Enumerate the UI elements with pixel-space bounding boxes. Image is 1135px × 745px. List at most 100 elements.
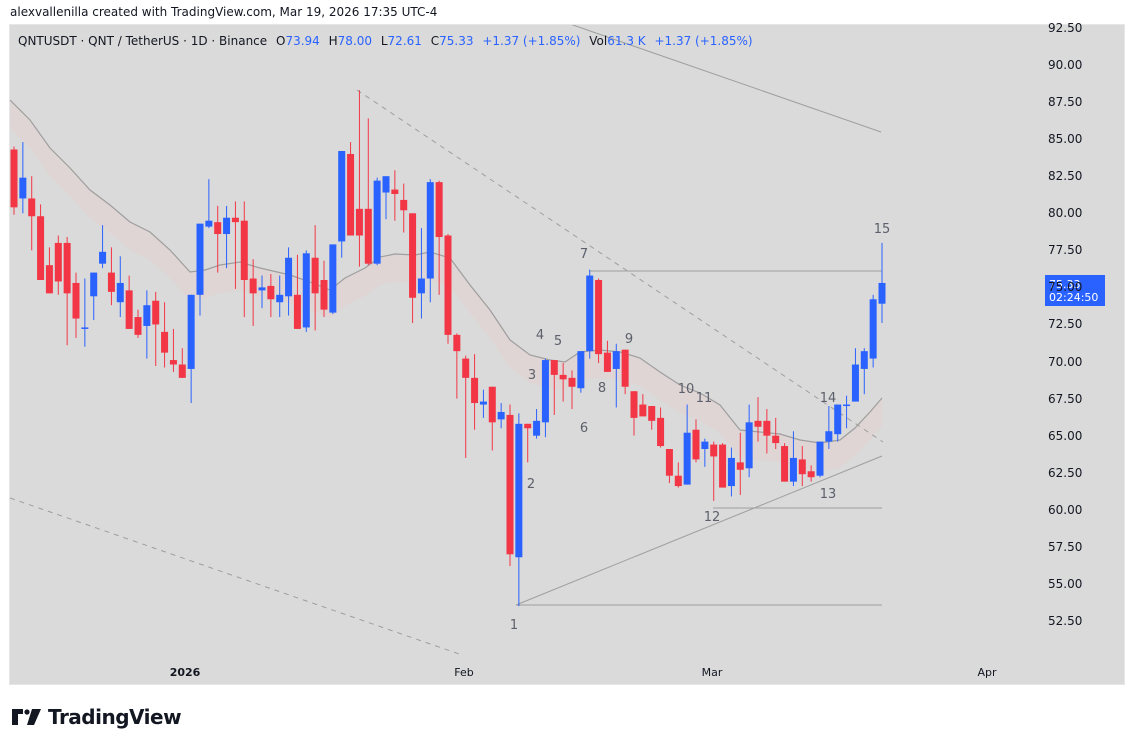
candle-body [152,300,160,325]
candle-body [143,305,151,326]
candle-body [789,457,797,482]
candle-body [223,217,231,235]
candle-body [497,411,505,420]
candle-body [745,422,753,469]
candle-body [444,235,452,335]
candle-body [37,216,45,280]
candle-body [533,420,541,436]
tradingview-logo-icon [12,709,41,725]
low-value: 72.61 [387,34,422,48]
time-tick: 2026 [169,666,201,679]
wave-label: 1 [510,618,518,633]
candle-body [240,220,248,280]
candle-body [851,364,859,402]
candle-body [373,180,381,264]
candle-body [869,299,877,359]
wave-label: 14 [820,391,837,406]
wave-label: 6 [580,421,588,436]
candle-body [621,349,629,387]
candle-body [860,351,868,369]
candle-body [603,352,611,372]
plot-area[interactable]: 1 2 3 4 5 6 7 8 9 10 11 12 13 14 15 [10,25,1030,658]
candle-body [727,457,735,487]
candle-body [302,253,310,328]
candle-body [550,360,558,375]
price-axis[interactable]: 75.33 02:24:50 92.50 90.00 87.50 85.00 82.50… [1030,21,1126,686]
candle-body [462,358,470,378]
candle-body [355,208,363,236]
price-tick: 90.00 [1048,58,1083,72]
bar-countdown: 02:24:50 [1049,291,1099,304]
candle-body [683,432,691,485]
candle-body [125,290,133,329]
candle-body [736,462,744,470]
candle-body [382,176,390,193]
candle-body [674,475,682,487]
candle-body [843,404,851,407]
candle-body [205,220,213,227]
wave-label: 10 [678,382,695,397]
price-tick: 77.50 [1048,243,1083,258]
candle-body [107,272,115,292]
candle-body [409,213,417,298]
candle-body [471,377,479,404]
candle-body [45,265,53,294]
close-value: 75.33 [439,34,474,48]
price-tick: 70.00 [1048,354,1083,369]
candle-body [320,279,328,310]
logo-text: TradingView [48,705,182,729]
price-tick: 65.00 [1048,428,1083,443]
candle-body [116,282,124,303]
candle-body [99,251,107,264]
candle-body [231,217,239,223]
price-tick: 80.00 [1048,206,1083,221]
price-tick: 62.50 [1048,465,1083,480]
candle-body [338,150,346,242]
candle-body [541,360,549,423]
candle-body [417,278,425,294]
candle-body [798,459,806,475]
candle-body [807,471,815,478]
candle-body [347,153,355,236]
wave-label: 3 [528,368,536,383]
candle-body [293,294,301,329]
candle-body [719,444,727,488]
wave-label: 9 [625,332,633,347]
wave-label: 7 [580,247,588,262]
ma-cloud [10,100,882,471]
candle-body [595,279,603,355]
candle-body [816,441,824,476]
candle-body [196,223,204,295]
candle-body [488,386,496,423]
candle-body [825,431,833,442]
candle-body [329,244,337,313]
price-tick: 57.50 [1048,539,1083,554]
candle-body [161,331,169,353]
wave-label: 13 [820,487,837,502]
price-tick: 82.50 [1048,169,1083,184]
wave-label: 15 [874,222,891,237]
support-rising-line [515,455,883,606]
candle-body [772,435,780,444]
tradingview-logo[interactable]: TradingView [12,705,182,729]
candle-body [54,242,62,282]
wave-label: 12 [704,510,721,525]
last-price-value: 75.33 [1049,278,1081,291]
candle-body [391,189,399,194]
change-value: +1.37 (+1.85%) [482,34,581,48]
candle-body [187,294,195,369]
candle-body [276,294,284,303]
candle-body [781,446,789,482]
candle-body [19,177,27,199]
candle-body [515,423,523,558]
candle-body [311,257,319,294]
candle-body [214,222,222,235]
time-axis[interactable]: 2026 Feb Mar Apr [10,658,1030,686]
candle-body [692,429,700,460]
last-price-label: 75.33 02:24:50 [1045,275,1105,306]
candle-body [577,351,585,389]
chart-credit: alexvallenilla created with TradingView.… [10,5,438,19]
time-tick: Feb [454,666,474,679]
candle-body [612,351,620,369]
